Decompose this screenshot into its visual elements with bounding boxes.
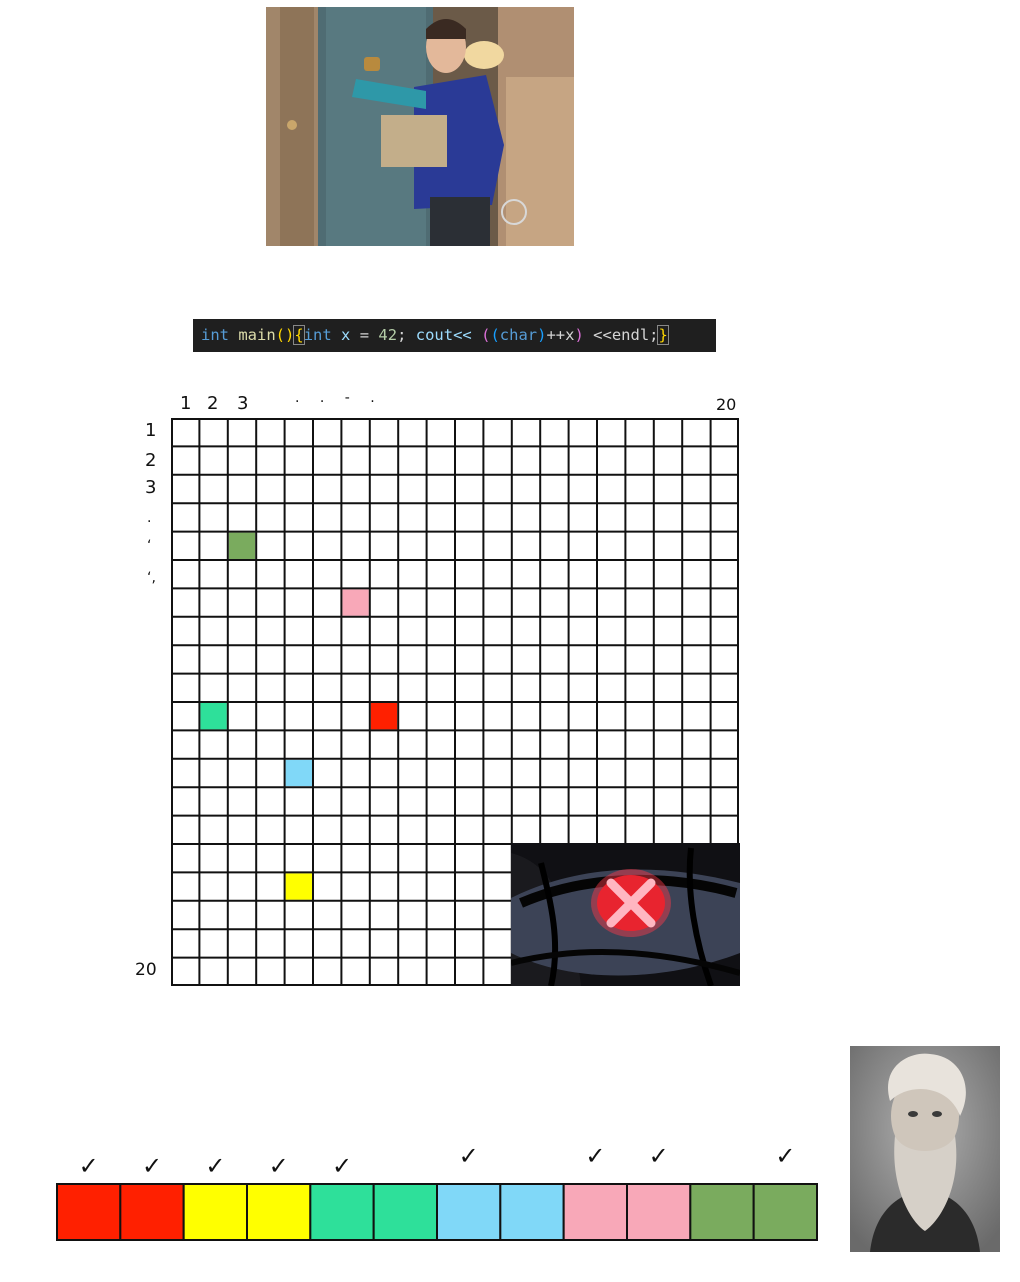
filled-cell (342, 589, 369, 616)
code-token: <<endl; (593, 326, 659, 344)
strip-cell (689, 1183, 755, 1241)
code-token: { (293, 325, 305, 345)
row-label: 20 (135, 960, 157, 980)
filled-cell (285, 873, 312, 900)
strip-cell (436, 1183, 502, 1241)
check-mark: ✓ (205, 1152, 226, 1180)
strip-cell (182, 1183, 248, 1241)
bearded-man-portrait (850, 1046, 1000, 1252)
check-mark: ✓ (142, 1152, 163, 1180)
strip-cell (309, 1183, 375, 1241)
filled-cell (228, 532, 256, 559)
strip-cell (562, 1183, 628, 1241)
col-label-dots: . . - . (295, 390, 383, 406)
row-label: 1 (145, 420, 157, 441)
code-token: () (275, 326, 295, 344)
anime-eye-image (511, 843, 740, 986)
code-token: ( (490, 326, 500, 344)
row-label: 2 (145, 450, 157, 471)
row-label-dots: ‘ (147, 538, 152, 554)
filled-cell (370, 703, 398, 730)
code-token: cout<< (415, 326, 472, 344)
filled-cell (200, 703, 227, 730)
code-token: int (303, 326, 332, 344)
strip-cell (372, 1183, 438, 1241)
row-label: 3 (145, 477, 157, 498)
check-mark: ✓ (458, 1142, 479, 1170)
code-snippet: int main(){int x = 42; cout<< ((char)++x… (193, 319, 716, 352)
check-mark: ✓ (332, 1152, 353, 1180)
filled-cell (285, 759, 312, 787)
code-token: 42 (378, 326, 398, 344)
code-token: x (341, 326, 351, 344)
code-token: = (359, 326, 370, 344)
color-strip (56, 1183, 818, 1241)
col-label: 1 (180, 393, 192, 414)
code-token: int (201, 326, 229, 344)
code-token: ( (481, 326, 491, 344)
row-label-dots: ‘, (147, 570, 156, 586)
code-token: ) (574, 326, 584, 344)
code-token: ) (537, 326, 547, 344)
check-mark: ✓ (78, 1152, 99, 1180)
check-mark: ✓ (648, 1142, 669, 1170)
strip-cell (752, 1183, 818, 1241)
strip-cell (119, 1183, 185, 1241)
col-label: 3 (237, 393, 249, 414)
sitcom-photo (266, 7, 574, 246)
code-token: char (499, 326, 538, 344)
strip-cell (499, 1183, 565, 1241)
row-label-dots: . (147, 510, 152, 526)
check-mark: ✓ (585, 1142, 606, 1170)
strip-cell (626, 1183, 692, 1241)
strip-cell (56, 1183, 122, 1241)
col-label: 2 (207, 393, 219, 414)
check-mark: ✓ (268, 1152, 289, 1180)
check-mark: ✓ (775, 1142, 796, 1170)
code-token: } (657, 325, 669, 345)
strip-cell (246, 1183, 312, 1241)
code-token: ; (397, 326, 407, 344)
code-token: main (238, 326, 276, 344)
col-label: 20 (716, 395, 737, 414)
code-token: ++x (546, 326, 575, 344)
